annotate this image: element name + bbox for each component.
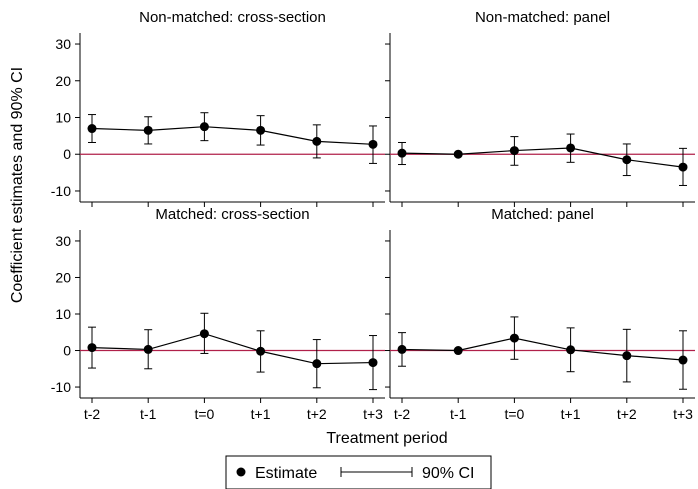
- x-tick-label: t=0: [504, 406, 524, 422]
- x-tick-label: t+2: [617, 406, 637, 422]
- y-tick-label: 20: [55, 269, 71, 285]
- estimate-point: [397, 148, 407, 158]
- panel-2: Non-matched: panel: [385, 9, 695, 207]
- legend-estimate-marker: [236, 467, 246, 477]
- estimate-point: [509, 333, 519, 343]
- estimate-point: [397, 344, 407, 354]
- panel-title: Matched: panel: [491, 206, 594, 223]
- x-tick-label: t+1: [561, 406, 581, 422]
- estimate-line: [401, 337, 684, 361]
- y-axis-label: Coefficient estimates and 90% CI: [9, 67, 26, 303]
- x-tick-label: t+1: [251, 406, 271, 422]
- y-tick-label: 20: [55, 73, 71, 89]
- estimate-point: [368, 139, 378, 149]
- y-tick-label: 0: [63, 343, 71, 359]
- x-tick-label: t-1: [140, 406, 157, 422]
- x-tick-label: t-2: [84, 406, 101, 422]
- x-tick-label: t+2: [307, 406, 327, 422]
- estimate-point: [199, 122, 209, 132]
- estimate-point: [622, 351, 632, 361]
- estimate-line: [91, 333, 374, 365]
- estimate-point: [622, 155, 632, 165]
- estimate-point: [312, 359, 322, 369]
- estimate-point: [509, 146, 519, 156]
- y-tick-label: 10: [55, 306, 71, 322]
- y-tick-label: 10: [55, 110, 71, 126]
- y-tick-label: 0: [63, 146, 71, 162]
- estimate-point: [256, 125, 266, 135]
- estimate-point: [453, 346, 463, 356]
- y-tick-label: 30: [55, 36, 71, 52]
- panel-1: Non-matched: cross-section -10 0 10 20 30: [51, 9, 385, 207]
- estimate-point: [199, 329, 209, 339]
- x-tick-label: t=0: [194, 406, 214, 422]
- x-axis-label: Treatment period: [326, 430, 447, 447]
- estimate-point: [678, 162, 688, 172]
- estimate-line: [91, 126, 374, 145]
- legend: Estimate 90% CI: [225, 455, 492, 489]
- x-tick-label: t+3: [363, 406, 383, 422]
- estimate-point: [368, 358, 378, 368]
- estimate-point: [87, 124, 97, 134]
- y-tick-label: -10: [51, 379, 71, 395]
- estimate-point: [678, 355, 688, 365]
- panel-title: Non-matched: panel: [475, 9, 610, 26]
- legend-ci-label: 90% CI: [422, 465, 474, 482]
- estimate-point: [143, 125, 153, 135]
- x-tick-label: t+3: [673, 406, 693, 422]
- panels: Non-matched: cross-section-100102030Non-…: [51, 9, 695, 422]
- y-tick-label: 30: [55, 233, 71, 249]
- y-tick-label: -10: [51, 183, 71, 199]
- estimate-point: [566, 143, 576, 153]
- estimate-point: [256, 346, 266, 356]
- estimate-line: [401, 147, 684, 168]
- estimate-point: [143, 344, 153, 354]
- panel-title: Non-matched: cross-section: [139, 9, 326, 26]
- estimate-point: [566, 345, 576, 355]
- panel-title: Matched: cross-section: [155, 206, 309, 223]
- estimate-point: [312, 136, 322, 146]
- x-tick-label: t-1: [450, 406, 467, 422]
- estimate-point: [87, 343, 97, 353]
- estimate-point: [453, 149, 463, 159]
- x-tick-label: t-2: [394, 406, 411, 422]
- panel-4: Matched: panel t-2 t-1 t=0 t+1 t+2 t+3: [385, 206, 695, 422]
- panel-3: Matched: cross-section -10 0 10 20 30 t-2 t-1 t=…: [51, 206, 385, 422]
- legend-estimate-label: Estimate: [255, 465, 317, 482]
